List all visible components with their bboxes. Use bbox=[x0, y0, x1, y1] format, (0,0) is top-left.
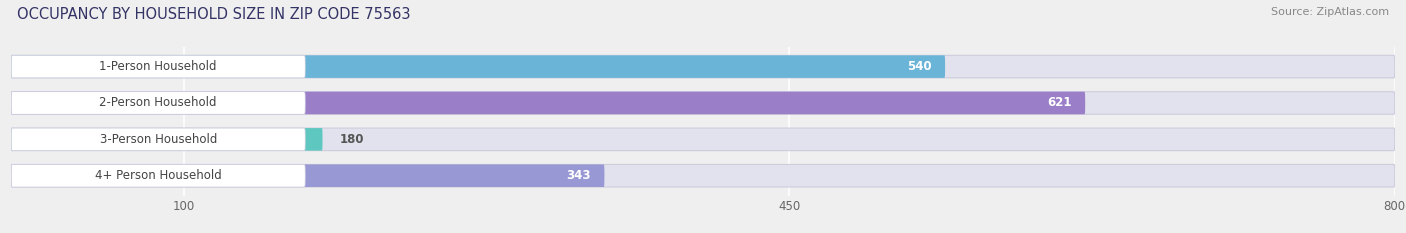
Text: 2-Person Household: 2-Person Household bbox=[100, 96, 217, 110]
Text: OCCUPANCY BY HOUSEHOLD SIZE IN ZIP CODE 75563: OCCUPANCY BY HOUSEHOLD SIZE IN ZIP CODE … bbox=[17, 7, 411, 22]
Text: 3-Person Household: 3-Person Household bbox=[100, 133, 217, 146]
FancyBboxPatch shape bbox=[11, 128, 322, 151]
FancyBboxPatch shape bbox=[11, 55, 945, 78]
FancyBboxPatch shape bbox=[11, 55, 305, 78]
Text: Source: ZipAtlas.com: Source: ZipAtlas.com bbox=[1271, 7, 1389, 17]
Text: 540: 540 bbox=[907, 60, 931, 73]
FancyBboxPatch shape bbox=[11, 164, 605, 187]
FancyBboxPatch shape bbox=[11, 92, 305, 114]
FancyBboxPatch shape bbox=[11, 164, 305, 187]
Text: 180: 180 bbox=[340, 133, 364, 146]
Text: 4+ Person Household: 4+ Person Household bbox=[94, 169, 222, 182]
FancyBboxPatch shape bbox=[11, 92, 1085, 114]
Text: 343: 343 bbox=[567, 169, 591, 182]
Text: 621: 621 bbox=[1047, 96, 1071, 110]
FancyBboxPatch shape bbox=[11, 164, 1395, 187]
FancyBboxPatch shape bbox=[11, 55, 1395, 78]
FancyBboxPatch shape bbox=[11, 128, 305, 151]
Text: 1-Person Household: 1-Person Household bbox=[100, 60, 217, 73]
FancyBboxPatch shape bbox=[11, 128, 1395, 151]
FancyBboxPatch shape bbox=[11, 92, 1395, 114]
